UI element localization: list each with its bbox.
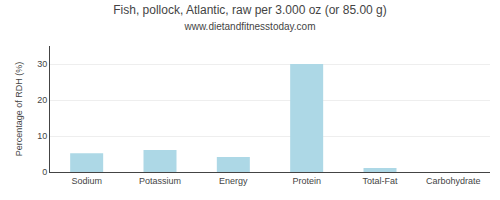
- svg-text:10: 10: [37, 131, 47, 141]
- svg-text:Fish, pollock, Atlantic, raw p: Fish, pollock, Atlantic, raw per 3.000 o…: [113, 3, 386, 32]
- svg-text:0: 0: [42, 167, 47, 177]
- svg-text:30: 30: [37, 59, 47, 69]
- svg-text:Sodium: Sodium: [71, 176, 102, 186]
- svg-text:Percentage of RDH (%): Percentage of RDH (%): [14, 62, 24, 157]
- svg-text:20: 20: [37, 95, 47, 105]
- svg-text:Energy: Energy: [219, 176, 248, 186]
- svg-text:Carbohydrate: Carbohydrate: [426, 176, 481, 186]
- svg-text:Protein: Protein: [292, 176, 321, 186]
- svg-text:Total-Fat: Total-Fat: [362, 176, 398, 186]
- svg-text:Potassium: Potassium: [139, 176, 181, 186]
